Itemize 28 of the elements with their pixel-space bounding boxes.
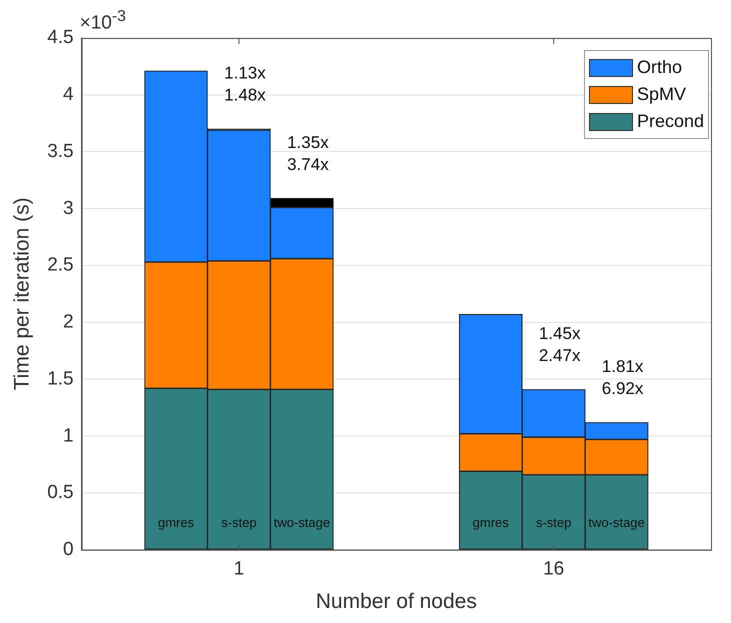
text: 1 bbox=[234, 558, 244, 580]
y-tick-label: 1 bbox=[63, 425, 74, 446]
annotation: 1.81x 6.92x bbox=[602, 357, 644, 398]
y-tick-label: 3.5 bbox=[47, 140, 74, 162]
y-axis-title: Time per iteration (s) bbox=[10, 197, 34, 390]
y-tick-label: 4.5 bbox=[47, 27, 74, 48]
text: ×10$^{-3}$ bbox=[80, 8, 126, 34]
annotation: 1.45x 2.47x bbox=[538, 324, 581, 366]
x-tick-label: gmres bbox=[472, 514, 510, 530]
y-tick-label: 4 bbox=[63, 84, 74, 106]
annotation: 1.13x 1.48x bbox=[224, 64, 266, 105]
x-tick-label: two-stage bbox=[274, 514, 330, 530]
legend-label: SpMV bbox=[637, 84, 686, 105]
x-tick-label: two-stage bbox=[588, 514, 645, 530]
y-tick-label: 1.5 bbox=[47, 368, 74, 390]
y-tick-label: 2.5 bbox=[47, 254, 74, 276]
y-tick-label: 3 bbox=[63, 198, 74, 219]
x-tick-label: gmres bbox=[158, 514, 195, 530]
x-tick-label: s-step bbox=[536, 514, 572, 530]
x-tick-label: s-step bbox=[221, 514, 257, 530]
y-tick-label: 0 bbox=[63, 539, 74, 560]
text: 16 bbox=[543, 558, 564, 580]
y-tick-label: 0.5 bbox=[47, 482, 74, 504]
legend-label: Precond bbox=[637, 111, 704, 132]
x-axis-title: Number of nodes bbox=[316, 590, 477, 614]
annotation: 1.35x 3.74x bbox=[287, 133, 330, 174]
y-tick-label: 2 bbox=[63, 312, 74, 333]
legend-label: Ortho bbox=[637, 57, 682, 78]
